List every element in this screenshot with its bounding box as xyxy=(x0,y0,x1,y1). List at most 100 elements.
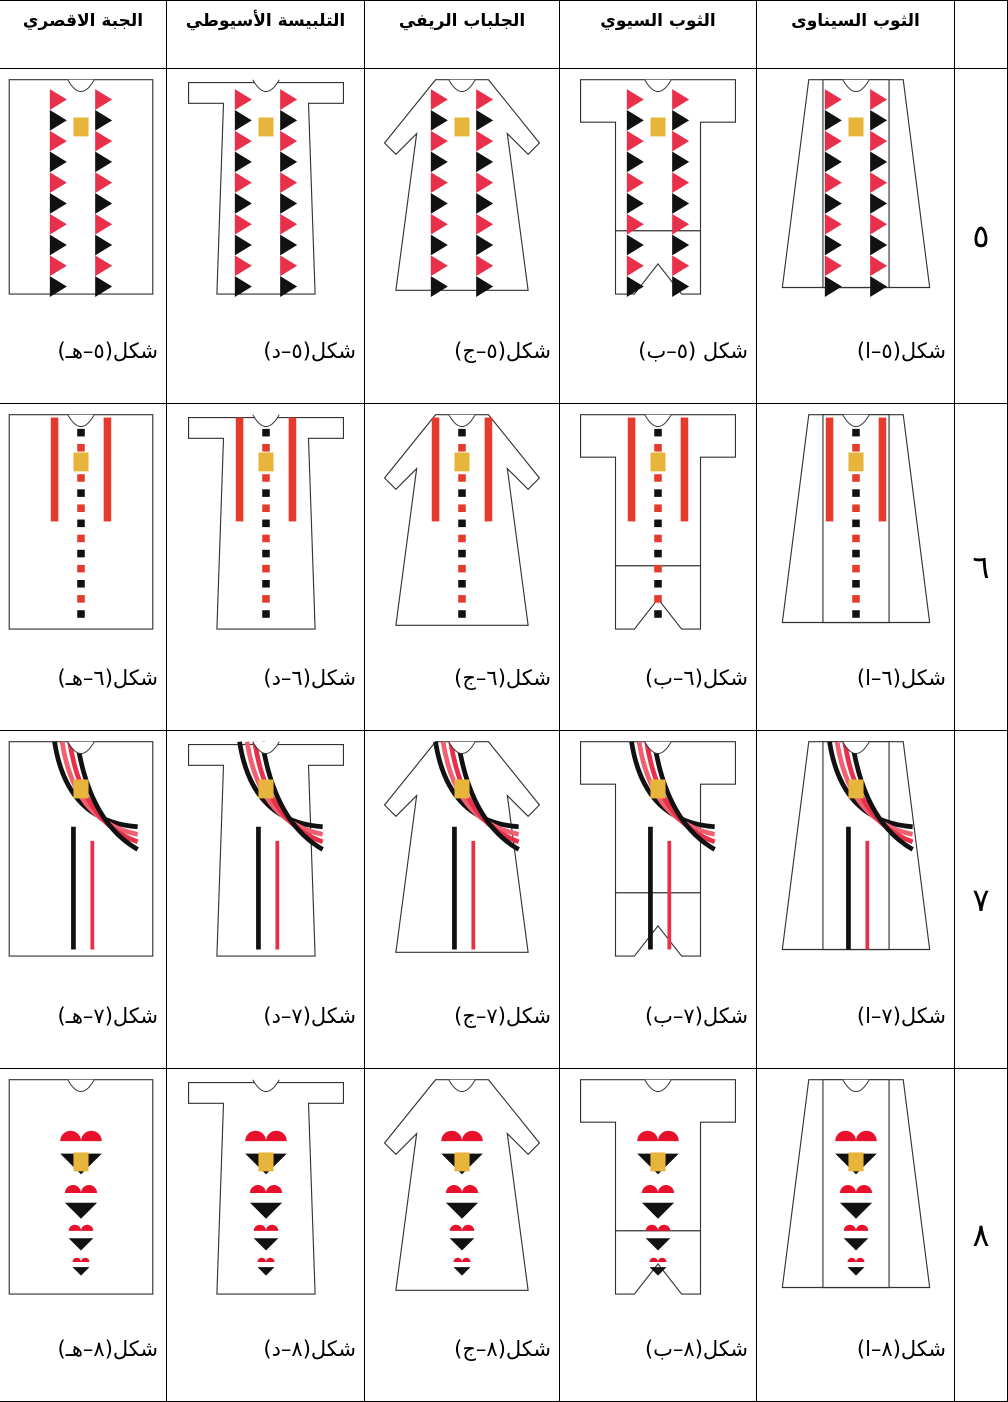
heart-top xyxy=(68,1224,94,1231)
zigzag xyxy=(279,213,297,235)
zigzag xyxy=(626,193,644,214)
garment-decoration xyxy=(431,417,493,618)
garment-decoration xyxy=(235,417,296,618)
emblem xyxy=(650,1152,666,1172)
zigzag xyxy=(95,234,113,256)
garment-illustration xyxy=(781,79,930,297)
neckline xyxy=(644,741,672,754)
stripe xyxy=(654,519,662,528)
zigzag xyxy=(430,276,448,297)
stripe xyxy=(851,489,860,497)
sash xyxy=(440,741,520,837)
row-label: ٦ xyxy=(954,403,1008,731)
garment-illustration xyxy=(579,414,737,630)
table-row: ٥ شكل(٥–ا) شكل (٥–ب) شكل(٥–ج) شكل(٥–د) شكل(٥–… xyxy=(0,68,1008,404)
stripe xyxy=(77,595,85,603)
garment-illustration xyxy=(187,1079,344,1295)
emblem xyxy=(847,117,864,137)
emblem xyxy=(454,1152,470,1172)
garment-cell: شكل (٥–ب) xyxy=(559,68,757,404)
zigzag xyxy=(672,151,690,173)
garment-cell: شكل(٧–ا) xyxy=(756,730,955,1069)
stripe xyxy=(77,534,85,543)
zigzag xyxy=(234,89,252,110)
emblem xyxy=(847,779,864,799)
garment-cell: شكل(٦–هـ) xyxy=(0,403,167,731)
zigzag xyxy=(234,213,252,235)
figure-caption: شكل(٦–ا) xyxy=(856,666,946,690)
stripe xyxy=(77,428,85,437)
sash xyxy=(236,741,323,830)
emblem xyxy=(454,117,470,137)
emblem xyxy=(73,452,89,472)
band xyxy=(235,417,243,522)
zigzag xyxy=(279,172,297,194)
figure-caption: شكل(٦–د) xyxy=(263,666,356,690)
stripe xyxy=(654,549,662,558)
heart-top xyxy=(249,1185,282,1194)
zigzag xyxy=(234,276,252,297)
figure-caption: شكل(٥–د) xyxy=(263,339,356,363)
zigzag xyxy=(476,89,494,110)
sash xyxy=(59,741,139,837)
stripe xyxy=(851,534,860,543)
heart-top xyxy=(244,1130,287,1142)
sash xyxy=(849,741,914,852)
stripe xyxy=(458,428,466,437)
zigzag xyxy=(824,151,842,173)
zigzag xyxy=(626,213,644,235)
table-row: ٧ شكل(٧–ا) شكل(٧–ب) شكل(٧–ج) شكل(٧–د) شكل(٧–ه… xyxy=(0,730,1008,1069)
heart-bottom xyxy=(847,1267,864,1276)
emblem xyxy=(73,1152,89,1172)
zigzag xyxy=(430,172,448,194)
stripe xyxy=(458,595,466,603)
garment-cell: شكل(٦–ا) xyxy=(756,403,955,731)
figure-caption: شكل(٥–ج) xyxy=(454,339,551,363)
zigzag xyxy=(824,255,842,277)
heart-top xyxy=(649,1257,667,1262)
garment-cell: شكل(٦–ج) xyxy=(364,403,560,731)
zigzag xyxy=(869,151,887,173)
column-header: الثوب السيناوى xyxy=(756,0,955,69)
emblem xyxy=(73,117,89,137)
heart-top xyxy=(847,1257,864,1262)
garment-cell: شكل(٨–د) xyxy=(166,1068,365,1402)
stripe xyxy=(654,489,662,497)
garment-decoration xyxy=(60,1130,102,1276)
garment-outline xyxy=(821,741,890,951)
neckline xyxy=(841,741,870,754)
figure-caption: شكل(٦–هـ) xyxy=(57,666,159,690)
zigzag xyxy=(869,130,887,152)
zigzag xyxy=(234,193,252,214)
garment-cell: شكل(٧–ج) xyxy=(364,730,560,1069)
garment-illustration xyxy=(8,79,154,297)
heart-bottom xyxy=(449,1238,475,1251)
heart-bottom xyxy=(72,1267,90,1276)
stripe xyxy=(654,428,662,437)
stripe xyxy=(261,595,270,603)
zigzag xyxy=(49,276,67,297)
sash xyxy=(834,741,913,837)
zigzag xyxy=(279,193,297,214)
neckline xyxy=(448,1079,476,1092)
zigzag xyxy=(672,193,690,214)
garment-illustration xyxy=(383,79,541,297)
zigzag xyxy=(234,109,252,131)
garment-cell: شكل(٥–د) xyxy=(166,68,365,404)
garment-decoration xyxy=(637,1130,679,1276)
column-header: الثوب السيوي xyxy=(559,0,757,69)
heart-top xyxy=(64,1185,98,1194)
garment-cell: شكل(٦–د) xyxy=(166,403,365,731)
garment-outline xyxy=(8,79,154,295)
emblem xyxy=(650,779,666,799)
zigzag xyxy=(824,276,842,297)
sash xyxy=(448,741,520,845)
zigzag xyxy=(95,193,113,214)
garment-decoration xyxy=(826,741,914,950)
figure-caption: شكل(٨–ب) xyxy=(644,1337,748,1361)
garment-illustration xyxy=(383,1079,541,1291)
zigzag xyxy=(672,89,690,110)
stripe xyxy=(654,610,662,618)
stripe xyxy=(458,580,466,588)
emblem xyxy=(454,779,470,799)
